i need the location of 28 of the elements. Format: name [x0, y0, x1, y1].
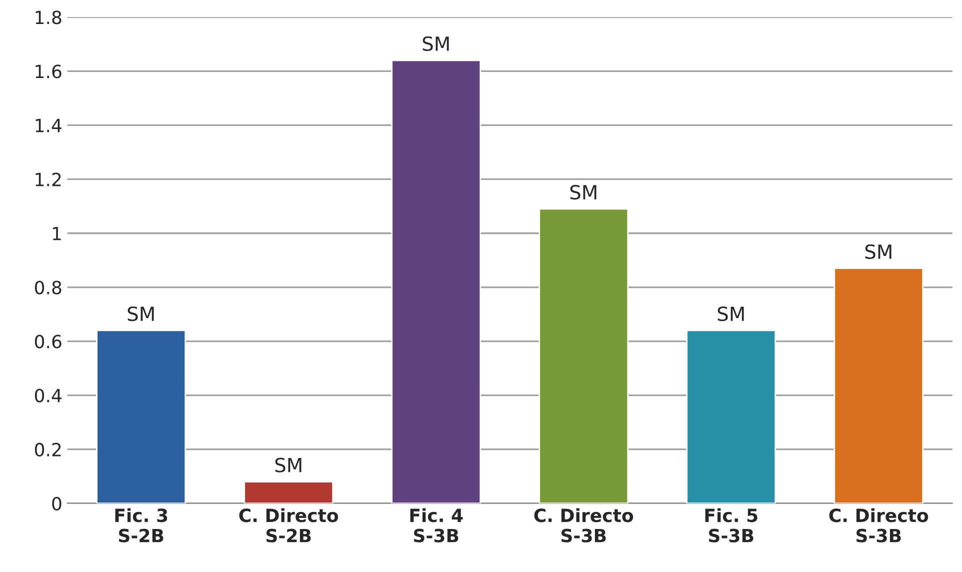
- y-tick-label: 1.4: [36, 118, 62, 132]
- bar: [834, 268, 924, 504]
- y-tick-label: 0.8: [34, 280, 62, 294]
- y-tick-label: 1: [52, 226, 61, 240]
- y-tick-label: 1.6: [36, 64, 62, 78]
- x-tick-label: Fic. 3 S-2B: [115, 508, 168, 542]
- x-tick-label: Fic. 4 S-3B: [410, 508, 463, 542]
- data-label: SM: [128, 306, 154, 322]
- bar: [686, 330, 776, 504]
- bar: [391, 60, 482, 504]
- x-tick-label: C. Directo S-3B: [829, 508, 928, 542]
- y-tick-label: 0.6: [34, 334, 62, 348]
- y-tick-label: 0: [52, 496, 62, 510]
- data-label: SM: [865, 244, 892, 260]
- x-tick-label: C. Directo S-3B: [534, 508, 634, 542]
- data-label: SM: [570, 184, 596, 200]
- x-tick-label: C. Directo S-2B: [239, 508, 338, 542]
- bar: [96, 330, 186, 504]
- data-label: SM: [422, 36, 449, 52]
- bar: [538, 208, 629, 504]
- x-tick-label: Fic. 5 S-3B: [705, 508, 758, 542]
- bar: [244, 481, 334, 504]
- y-tick-label: 0.4: [34, 388, 62, 402]
- y-tick-label: 1.8: [36, 10, 62, 24]
- y-tick-label: 0.2: [34, 442, 61, 456]
- y-tick-label: 1.2: [36, 172, 61, 186]
- data-label: SM: [718, 306, 744, 322]
- data-label: SM: [275, 458, 302, 472]
